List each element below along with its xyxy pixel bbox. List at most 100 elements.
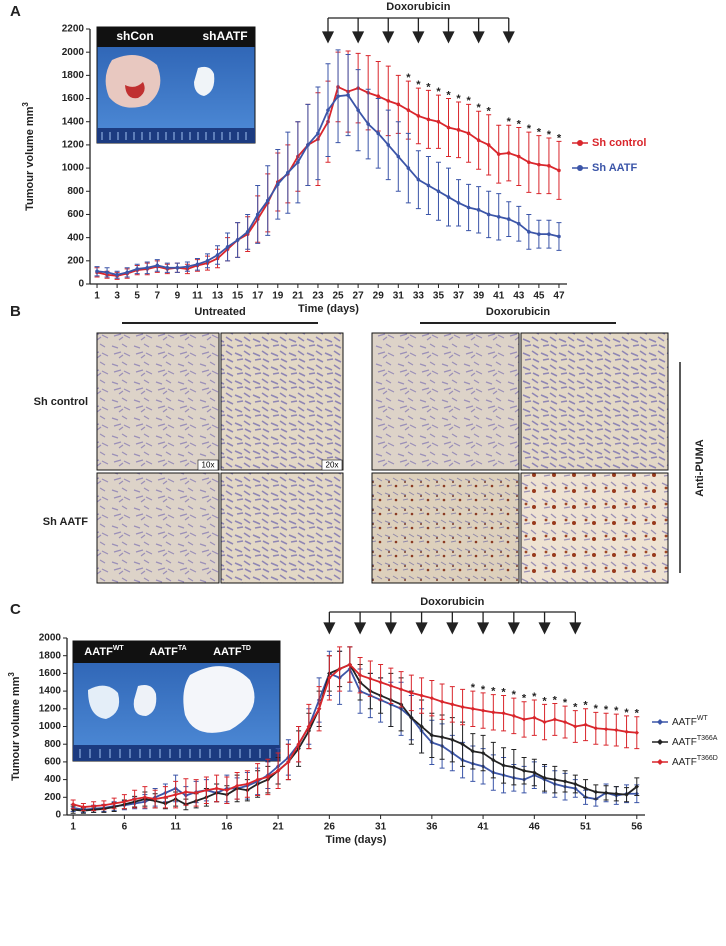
row-label: Sh AATF	[43, 516, 88, 528]
marker	[286, 170, 290, 175]
x-tick-label: 23	[312, 291, 324, 302]
significance-mark: *	[426, 81, 431, 93]
x-tick-label: 56	[631, 822, 643, 833]
marker	[527, 160, 531, 165]
significance-mark: *	[456, 93, 461, 105]
marker	[388, 683, 394, 688]
inset-photo	[72, 640, 281, 762]
micrograph	[520, 332, 669, 471]
marker	[245, 781, 250, 787]
legend-label-text: AATF	[672, 757, 697, 768]
x-tick-label: 35	[433, 291, 445, 302]
inset-label: shAATF	[202, 29, 247, 43]
inset-label: shCon	[116, 29, 153, 43]
marker	[356, 108, 360, 112]
x-tick-label: 31	[375, 822, 387, 833]
significance-mark: *	[466, 95, 471, 107]
x-tick-label: 41	[493, 291, 505, 302]
marker	[409, 715, 414, 720]
x-tick-label: 25	[332, 291, 344, 302]
significance-mark: *	[635, 708, 640, 720]
marker	[205, 259, 210, 263]
column-group-label: Doxorubicin	[486, 306, 550, 318]
marker	[624, 729, 629, 735]
marker	[557, 168, 561, 173]
treatment-arrow	[477, 612, 490, 635]
x-tick-label: 36	[426, 822, 438, 833]
y-tick-label: 1800	[62, 70, 85, 81]
marker	[175, 265, 180, 270]
marker	[296, 160, 300, 165]
marker	[357, 672, 363, 678]
legend-label-text: AATF	[672, 717, 697, 728]
significance-mark: *	[501, 686, 506, 698]
micrograph	[96, 472, 220, 584]
x-tick-label: 41	[478, 822, 490, 833]
significance-mark: *	[517, 118, 522, 130]
marker	[255, 777, 260, 782]
x-tick-label: 51	[580, 822, 592, 833]
significance-mark: *	[542, 695, 547, 707]
y-tick-label: 400	[67, 232, 84, 243]
marker	[634, 730, 640, 735]
marker	[466, 131, 471, 136]
x-tick-label: 21	[273, 822, 285, 833]
marker	[396, 102, 401, 107]
significance-mark: *	[436, 86, 441, 98]
x-tick-label: 43	[513, 291, 525, 302]
treatment-arrow	[502, 18, 515, 44]
inset-label-superscript: TD	[242, 645, 251, 652]
marker	[396, 154, 401, 159]
x-axis-title: Time (days)	[326, 834, 387, 846]
y-tick-label: 1000	[62, 163, 85, 174]
significance-mark: *	[471, 682, 476, 694]
marker	[165, 265, 170, 270]
treatment-arrow	[384, 612, 397, 635]
marker	[337, 666, 342, 672]
treatment-arrow	[321, 18, 335, 44]
marker	[480, 750, 486, 756]
marker	[521, 768, 527, 773]
y-tick-label: 1400	[39, 686, 62, 697]
marker	[450, 702, 455, 707]
x-tick-label: 39	[473, 291, 485, 302]
marker	[527, 230, 531, 234]
marker	[275, 768, 281, 773]
marker	[557, 234, 561, 239]
marker	[593, 789, 599, 795]
x-tick-label: 37	[453, 291, 465, 302]
marker	[542, 775, 547, 781]
y-tick-label: 800	[67, 186, 84, 197]
marker	[624, 792, 629, 797]
inset-label: AATFWT	[84, 645, 124, 658]
marker	[378, 680, 383, 685]
significance-mark: *	[491, 686, 496, 698]
marker	[91, 803, 96, 809]
marker	[583, 786, 588, 791]
significance-mark: *	[527, 123, 532, 135]
significance-mark: *	[547, 129, 552, 141]
y-tick-label: 2000	[62, 47, 85, 58]
significance-mark: *	[406, 72, 411, 84]
marker	[446, 195, 451, 199]
marker	[347, 662, 353, 667]
marker	[386, 99, 391, 103]
x-tick-label: 11	[192, 291, 203, 302]
significance-mark: *	[532, 691, 537, 703]
y-tick-label: 0	[55, 810, 61, 821]
marker	[516, 221, 521, 226]
significance-mark: *	[553, 694, 558, 706]
series-line	[73, 663, 638, 812]
inset-label-superscript: TA	[178, 645, 187, 652]
marker	[486, 143, 491, 147]
significance-mark: *	[594, 703, 599, 715]
marker	[386, 143, 391, 147]
marker	[70, 802, 76, 807]
x-tick-label: 47	[553, 291, 565, 302]
marker	[185, 264, 190, 269]
marker	[614, 791, 619, 796]
marker	[583, 722, 588, 727]
marker	[470, 749, 476, 754]
x-tick-label: 11	[170, 822, 181, 833]
significance-mark: *	[507, 116, 512, 128]
